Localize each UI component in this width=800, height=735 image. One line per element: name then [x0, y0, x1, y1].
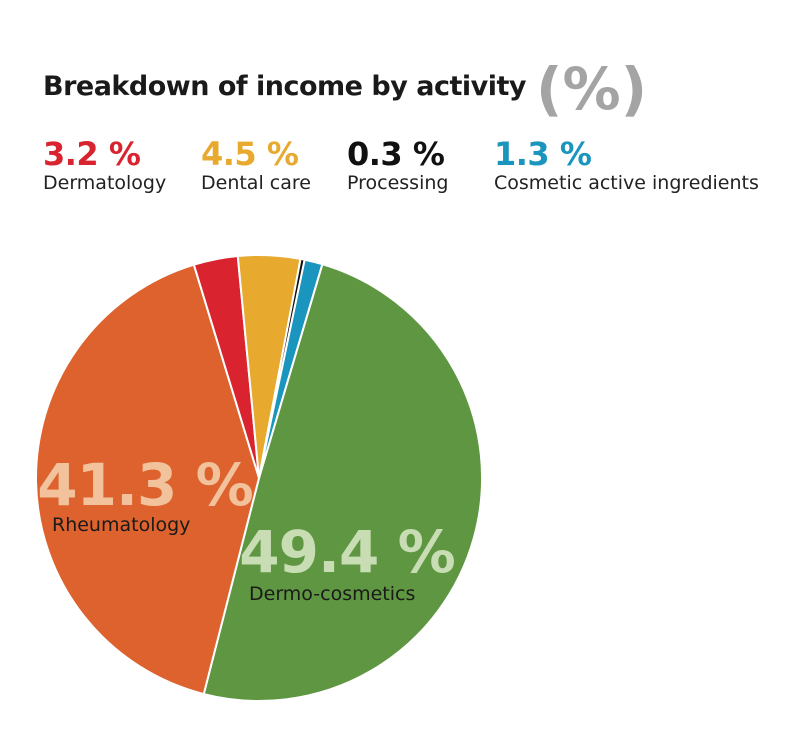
- legend-item-dental-care: 4.5 % Dental care: [201, 138, 311, 193]
- pie-slices: [35, 254, 484, 702]
- legend-item-dermatology: 3.2 % Dermatology: [43, 138, 166, 193]
- chart-unit: (%): [535, 55, 648, 123]
- slice-value-rheumatology: 41.3 %: [37, 451, 252, 519]
- legend-label-dental-care: Dental care: [201, 172, 311, 194]
- legend-value-dermatology: 3.2 %: [43, 135, 141, 173]
- slice-label-dermo-cosmetics: Dermo-cosmetics: [249, 583, 415, 605]
- pie-slice-rheumatology: [35, 263, 260, 696]
- legend-item-cosmetic-active-ingredients: 1.3 % Cosmetic active ingredients: [494, 138, 759, 193]
- legend-item-processing: 0.3 % Processing: [347, 138, 448, 193]
- slice-label-rheumatology: Rheumatology: [52, 514, 190, 536]
- pie-slice-dermo-cosmetics: [202, 263, 484, 702]
- legend-value-processing: 0.3 %: [347, 135, 445, 173]
- chart-title: Breakdown of income by activity: [43, 71, 526, 102]
- legend-label-dermatology: Dermatology: [43, 172, 167, 194]
- legend-label-cosmetic-active-ingredients: Cosmetic active ingredients: [494, 172, 759, 194]
- legend-value-dental-care: 4.5 %: [201, 135, 299, 173]
- pie-slice-cosmetic-active-ingredients: [258, 258, 324, 479]
- slice-value-dermo-cosmetics: 49.4 %: [239, 518, 454, 586]
- chart-header: Breakdown of income by activity (%): [43, 38, 647, 118]
- legend-value-cosmetic-active-ingredients: 1.3 %: [494, 135, 592, 173]
- legend-label-processing: Processing: [347, 172, 449, 194]
